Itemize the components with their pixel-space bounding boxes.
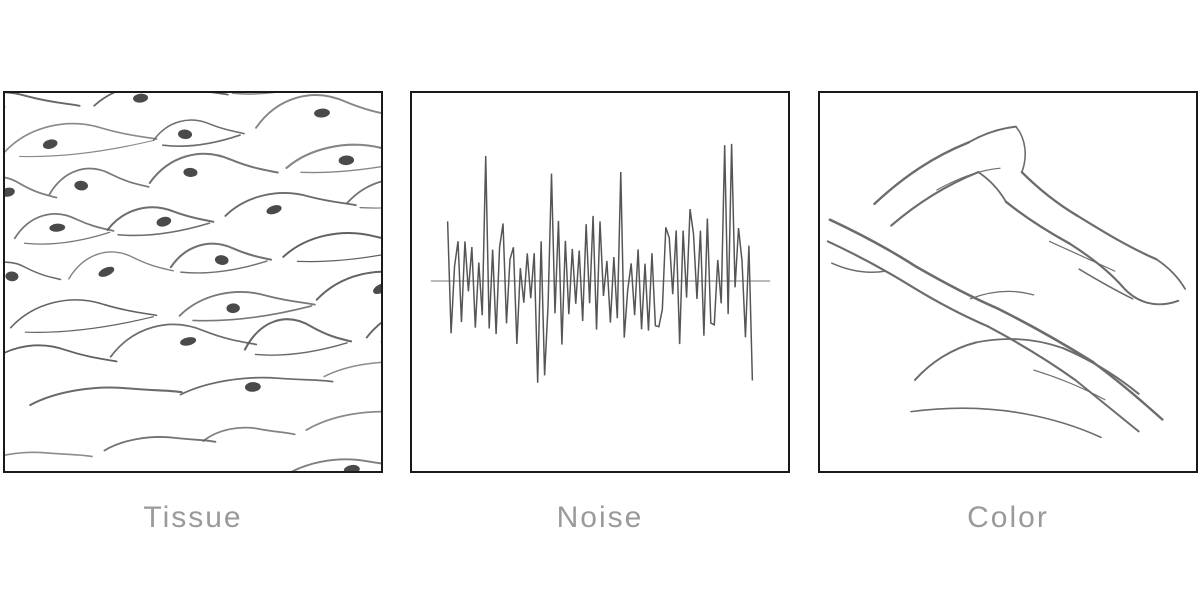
panel-tissue: Tissue	[3, 91, 383, 533]
noise-illustration	[430, 143, 771, 383]
panel-label-color: Color	[967, 501, 1049, 534]
panel-label-tissue: Tissue	[143, 501, 243, 534]
tissue-illustration	[5, 93, 381, 471]
color-frame	[818, 91, 1198, 473]
panel-noise: Noise	[410, 91, 790, 533]
color-vessels-illustration	[826, 125, 1187, 439]
panel-label-noise: Noise	[556, 501, 644, 534]
tissue-frame	[3, 91, 383, 473]
panel-color: Color	[818, 91, 1198, 533]
noise-frame	[410, 91, 790, 473]
